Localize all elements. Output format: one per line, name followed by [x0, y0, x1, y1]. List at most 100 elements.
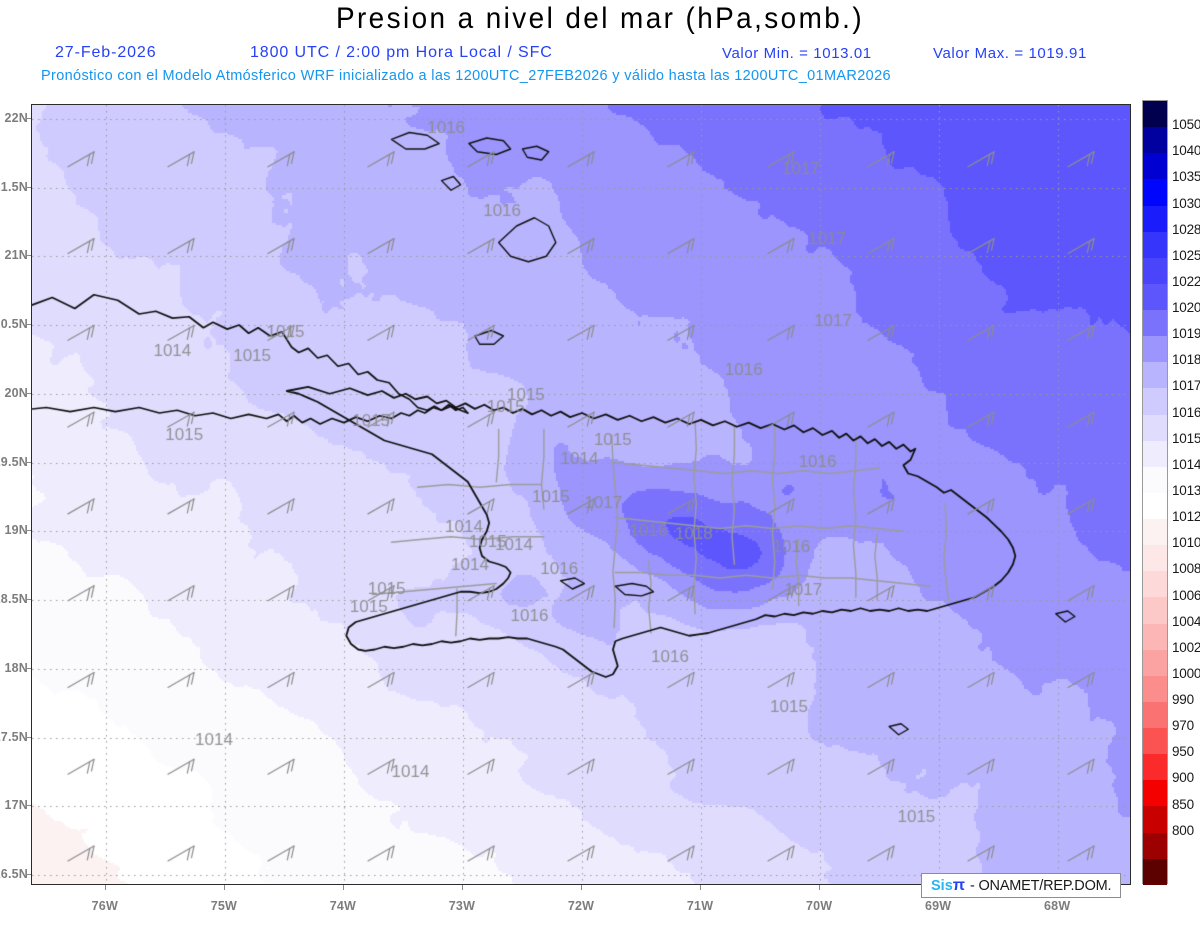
- colorbar-band: [1143, 179, 1167, 206]
- x-axis-label: 74W: [329, 899, 357, 913]
- agency-logo: Sis π - ONAMET/REP.DOM.: [921, 873, 1122, 898]
- colorbar-tick-label: 1000: [1172, 665, 1200, 681]
- map-plot-area: [31, 104, 1131, 885]
- colorbar-band: [1143, 466, 1167, 493]
- y-axis-label: 18.5N: [0, 592, 28, 606]
- y-axis-tick: [26, 805, 31, 807]
- x-axis-tick: [104, 885, 106, 890]
- colorbar-tick-label: 1035: [1172, 169, 1200, 185]
- y-axis-label: 19.5N: [0, 454, 28, 469]
- y-axis-label: 20N: [4, 385, 28, 400]
- y-axis-label: 17.5N: [0, 729, 28, 744]
- colorbar-band: [1143, 571, 1167, 598]
- colorbar-tick-label: 1016: [1172, 404, 1200, 420]
- colorbar-tick-label: 1022: [1172, 273, 1200, 289]
- y-axis-tick: [26, 117, 31, 119]
- colorbar-band: [1143, 336, 1167, 363]
- y-axis-label: 21N: [4, 248, 28, 263]
- x-axis-tick: [700, 885, 702, 890]
- colorbar-tick-label: 1040: [1172, 143, 1200, 159]
- colorbar-tick-label: 1010: [1172, 535, 1200, 551]
- y-axis-label: 22N: [4, 110, 28, 125]
- y-axis-tick: [26, 530, 31, 532]
- colorbar-band: [1143, 623, 1167, 650]
- y-axis-label: 16.5N: [0, 867, 28, 881]
- colorbar-tick-label: 1030: [1172, 195, 1200, 211]
- forecast-date: 27-Feb-2026: [55, 44, 157, 61]
- y-axis-tick: [26, 461, 31, 463]
- colorbar-band: [1143, 701, 1167, 728]
- y-axis-label: 18N: [4, 660, 28, 675]
- forecast-time: 1800 UTC / 2:00 pm Hora Local / SFC: [250, 44, 553, 61]
- colorbar-tick-label: 1002: [1172, 639, 1200, 655]
- value-max-label: Valor Max. = 1019.91: [933, 45, 1087, 62]
- colorbar-band: [1143, 388, 1167, 415]
- y-axis-label: 17N: [4, 798, 28, 813]
- colorbar-band: [1143, 283, 1167, 310]
- colorbar-band: [1143, 101, 1167, 128]
- colorbar-band: [1143, 257, 1167, 284]
- colorbar-tick-label: 1019: [1172, 326, 1200, 342]
- x-axis-label: 73W: [448, 899, 476, 913]
- colorbar-tick-label: 1012: [1172, 509, 1200, 525]
- colorbar-tick-label: 1013: [1172, 483, 1200, 498]
- colorbar-band: [1143, 728, 1167, 755]
- colorbar-tick-label: 1017: [1172, 378, 1200, 394]
- colorbar-band: [1143, 310, 1167, 337]
- logo-agency-text: - ONAMET/REP.DOM.: [970, 877, 1112, 894]
- x-axis-label: 75W: [210, 899, 237, 913]
- logo-sis-text: Sis: [931, 877, 953, 894]
- x-axis-tick: [461, 885, 463, 890]
- colorbar-band: [1143, 153, 1167, 180]
- x-axis-label: 72W: [567, 899, 595, 913]
- colorbar-band: [1143, 858, 1167, 885]
- x-axis-label: 69W: [924, 899, 952, 913]
- colorbar-gradient: [1142, 100, 1168, 885]
- pressure-field-canvas: [32, 105, 1130, 884]
- x-axis-label: 70W: [805, 899, 833, 913]
- colorbar-band: [1143, 675, 1167, 702]
- x-axis-label: 76W: [91, 899, 118, 913]
- x-axis-label: 68W: [1044, 899, 1071, 913]
- colorbar-tick-label: 1004: [1172, 613, 1200, 629]
- y-axis-tick: [26, 186, 31, 188]
- header: Presion a nivel del mar (hPa,somb.) 27-F…: [0, 0, 1200, 95]
- colorbar: 1050 1040 1035 1030 1028 1025 1022 1020 1019 1018…: [1142, 100, 1200, 900]
- y-axis-label: 19N: [4, 523, 28, 538]
- colorbar-tick-label: 1050: [1172, 117, 1200, 133]
- y-axis-tick: [26, 736, 31, 738]
- colorbar-band: [1143, 440, 1167, 467]
- colorbar-tick-label: 1028: [1172, 221, 1200, 237]
- y-axis-tick: [26, 324, 31, 325]
- colorbar-band: [1143, 649, 1167, 676]
- y-axis-label: 20.5N: [0, 317, 28, 331]
- colorbar-tick-label: 800: [1172, 822, 1194, 838]
- colorbar-band: [1143, 832, 1167, 859]
- colorbar-tick-label: 990: [1172, 692, 1194, 708]
- colorbar-tick-label: 1015: [1172, 430, 1200, 446]
- colorbar-band: [1143, 519, 1167, 546]
- colorbar-band: [1143, 362, 1167, 389]
- y-axis-tick: [26, 874, 31, 875]
- colorbar-tick-label: 950: [1172, 744, 1194, 760]
- colorbar-tick-label: 1025: [1172, 247, 1200, 263]
- colorbar-tick-label: 1008: [1172, 561, 1200, 577]
- value-min-label: Valor Min. = 1013.01: [722, 45, 872, 62]
- x-axis-tick: [223, 885, 225, 890]
- colorbar-band: [1143, 205, 1167, 232]
- colorbar-band: [1143, 414, 1167, 441]
- colorbar-band: [1143, 754, 1167, 781]
- colorbar-tick-label: 1006: [1172, 587, 1200, 603]
- logo-pi-symbol: π: [952, 876, 966, 894]
- colorbar-tick-label: 1020: [1172, 300, 1200, 316]
- colorbar-band: [1143, 127, 1167, 154]
- model-description: Pronóstico con el Modelo Atmósferico WRF…: [41, 68, 891, 84]
- colorbar-tick-label: 970: [1172, 718, 1194, 734]
- x-axis-tick: [581, 885, 582, 890]
- x-axis-tick: [819, 885, 821, 890]
- colorbar-tick-label: 1018: [1172, 352, 1200, 368]
- y-axis-tick: [26, 599, 31, 600]
- colorbar-band: [1143, 492, 1167, 519]
- colorbar-tick-label: 1014: [1172, 456, 1200, 472]
